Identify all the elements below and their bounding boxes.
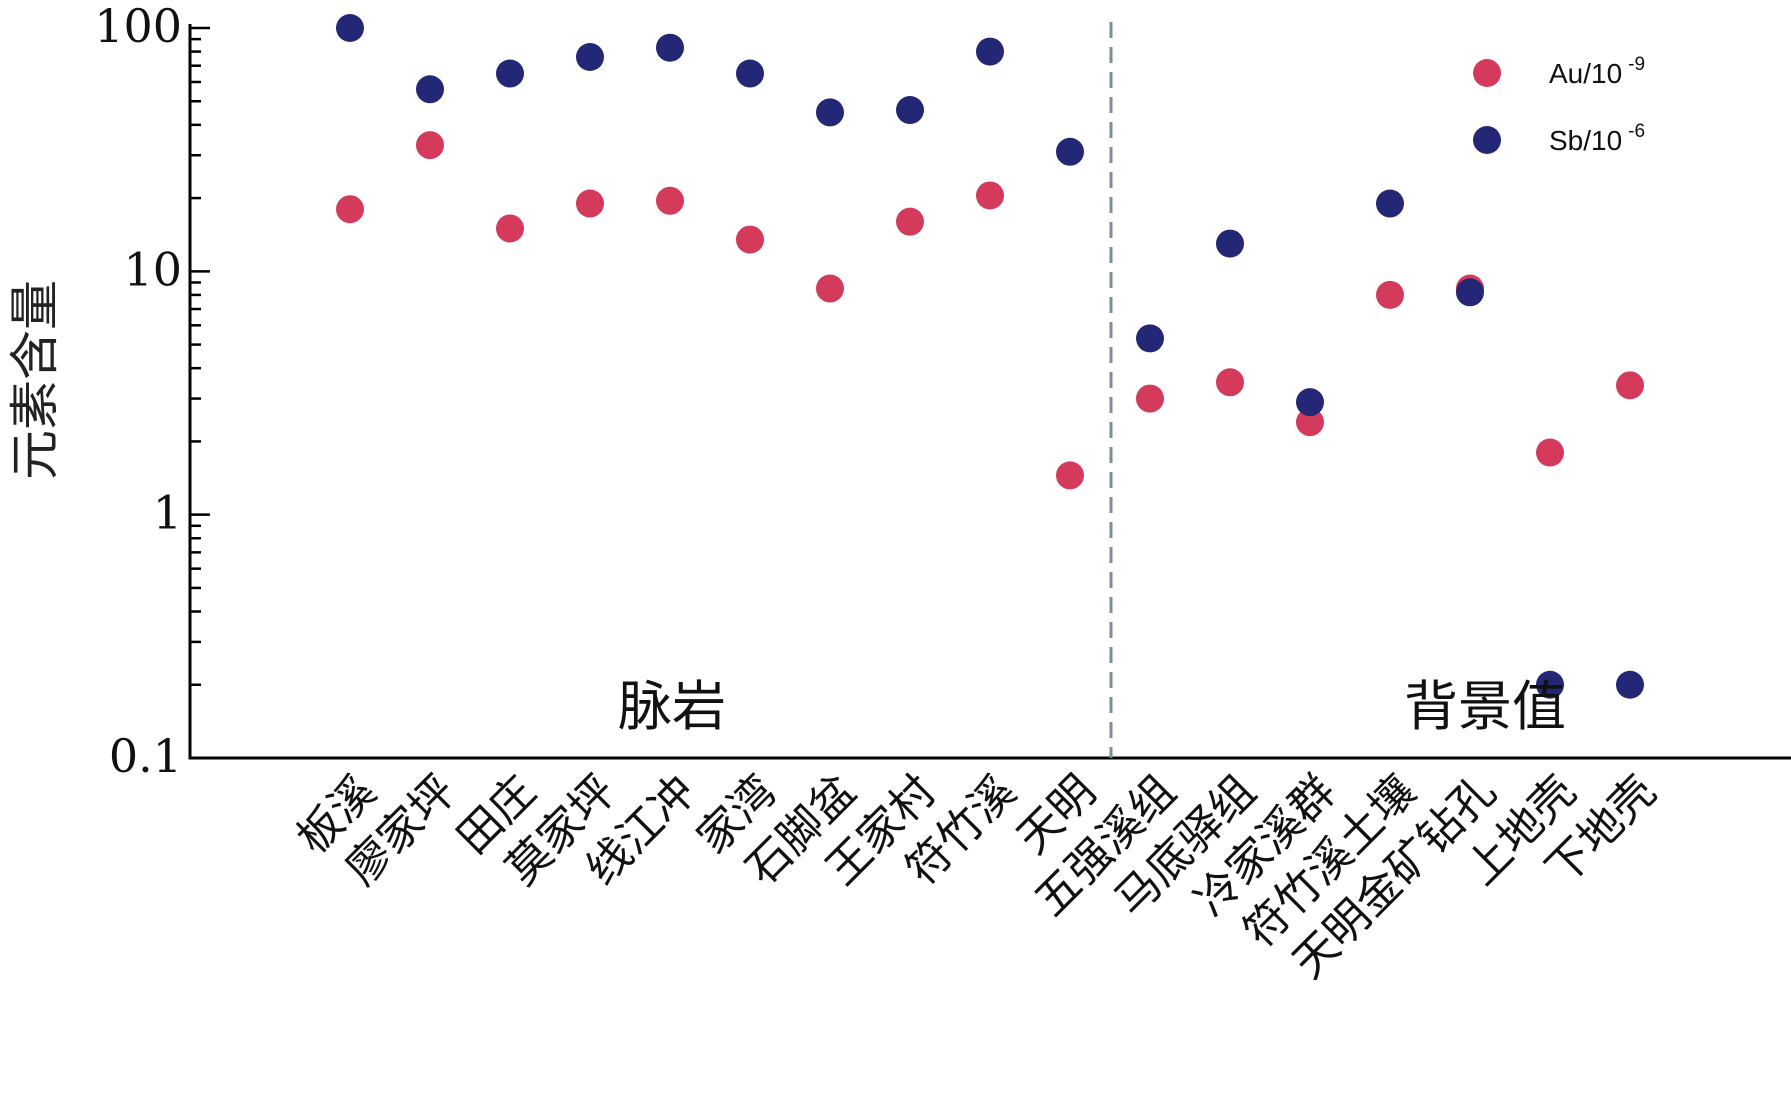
legend-label: Sb/10 bbox=[1549, 125, 1622, 156]
legend-sb-marker bbox=[1473, 126, 1501, 154]
sb-point bbox=[976, 37, 1004, 66]
category-labels: 板溪廖家坪田庄莫家坪线江冲家湾石脚盆王家村符竹溪天明五强溪组马底驿组冷家溪群符竹… bbox=[287, 766, 1665, 989]
au-point bbox=[976, 181, 1004, 210]
y-tick-label: 0.1 bbox=[109, 729, 182, 783]
sb-point bbox=[1616, 670, 1644, 699]
au-point bbox=[416, 131, 444, 160]
au-point bbox=[1616, 371, 1644, 400]
legend-superscript: -6 bbox=[1628, 121, 1645, 142]
sb-point bbox=[1216, 229, 1244, 258]
sb-point bbox=[1536, 670, 1564, 699]
sb-point bbox=[416, 75, 444, 104]
au-point bbox=[816, 274, 844, 303]
au-point bbox=[496, 214, 524, 243]
y-tick-label: 1 bbox=[153, 486, 182, 540]
data-points bbox=[336, 14, 1644, 699]
legend-au-marker bbox=[1473, 59, 1501, 87]
sb-point bbox=[336, 14, 364, 42]
sb-point bbox=[1456, 278, 1484, 307]
sb-point bbox=[896, 96, 924, 125]
legend: Au/10 -9 Sb/10 -6 bbox=[1473, 54, 1645, 156]
au-point bbox=[1296, 408, 1324, 437]
au-point bbox=[656, 186, 684, 215]
legend-superscript: -9 bbox=[1628, 54, 1645, 75]
y-tick-label: 100 bbox=[94, 0, 182, 53]
sb-point bbox=[496, 59, 524, 88]
sb-point bbox=[656, 33, 684, 62]
y-tick-labels: 100 10 1 0.1 bbox=[94, 0, 182, 783]
sb-point bbox=[736, 59, 764, 88]
y-axis-label: 元素含量 bbox=[6, 280, 64, 480]
au-point bbox=[896, 207, 924, 236]
axes bbox=[188, 24, 1791, 760]
au-point bbox=[1536, 438, 1564, 467]
region-label: 背景值 bbox=[1404, 675, 1566, 738]
sb-point bbox=[816, 98, 844, 127]
au-point bbox=[1376, 280, 1404, 309]
y-tick-label: 10 bbox=[123, 242, 182, 296]
sb-point bbox=[1136, 324, 1164, 353]
au-point bbox=[336, 195, 364, 224]
region-label: 脉岩 bbox=[618, 675, 726, 738]
sb-point bbox=[1376, 189, 1404, 218]
au-point bbox=[576, 189, 604, 218]
sb-point bbox=[1056, 137, 1084, 166]
legend-label: Au/10 bbox=[1549, 58, 1622, 89]
region-labels: 脉岩 背景值 bbox=[618, 675, 1566, 738]
sb-point bbox=[1296, 388, 1324, 417]
au-point bbox=[1136, 384, 1164, 413]
au-point bbox=[736, 225, 764, 254]
sb-point bbox=[576, 43, 604, 72]
au-point bbox=[1216, 368, 1244, 397]
au-point bbox=[1056, 461, 1084, 490]
